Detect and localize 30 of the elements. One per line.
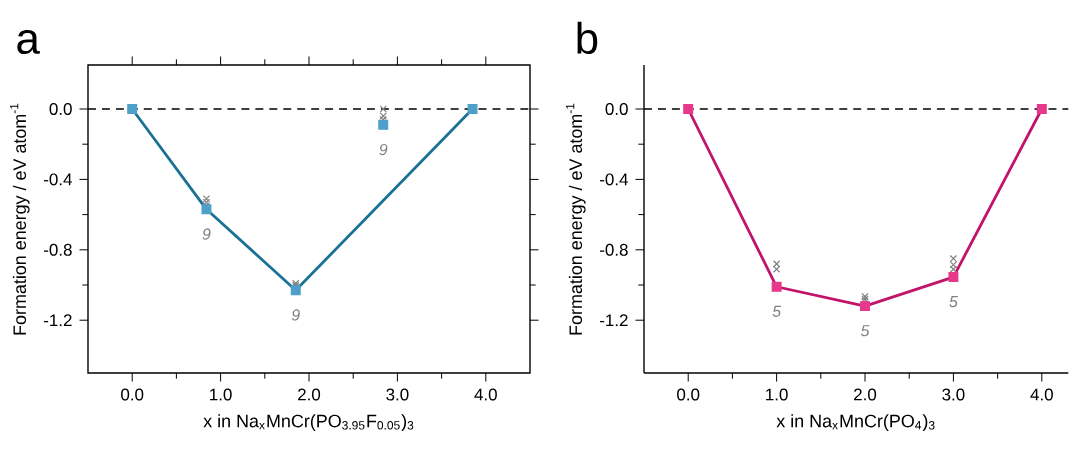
annotation: 5 bbox=[772, 305, 782, 317]
x-axis-title: x in Na$_{x}$MnCr(PO$_{3.95}$F$_{0.05}$)$_{3}$ bbox=[203, 414, 414, 431]
x-tick-label: 2.0 bbox=[854, 388, 877, 401]
x-tick-label: 3.0 bbox=[942, 388, 965, 401]
annotation: 5 bbox=[860, 325, 870, 337]
y-tick-label: -0.4 bbox=[600, 173, 628, 186]
x-tick-label: 2.0 bbox=[298, 388, 321, 401]
annotation: 9 bbox=[379, 143, 388, 156]
y-tick-label: -0.8 bbox=[600, 243, 628, 256]
y-tick-label: -1.2 bbox=[44, 314, 72, 327]
x-tick-label: 3.0 bbox=[386, 388, 409, 401]
x-tick-label: 0.0 bbox=[677, 388, 700, 401]
y-axis-title: Formation energy / eV atom$^{-1}$ bbox=[566, 103, 586, 335]
x-axis-title: x in Na$_{x}$MnCr(PO$_{4}$)$_{3}$ bbox=[776, 414, 935, 431]
y-tick-label: 0.0 bbox=[605, 103, 628, 115]
chart-title: a bbox=[17, 29, 40, 55]
y-axis-title: Formation energy / eV atom$^{-1}$ bbox=[10, 103, 30, 335]
x-tick-label: 0.0 bbox=[121, 388, 144, 401]
chart-title: b bbox=[577, 21, 598, 55]
y-tick-label: -0.4 bbox=[44, 173, 72, 186]
x-tick-label: 4.0 bbox=[1030, 388, 1053, 401]
y-tick-label: 0.0 bbox=[49, 103, 72, 115]
x-tick-label: 4.0 bbox=[474, 388, 497, 401]
annotation: 9 bbox=[202, 228, 211, 240]
y-tick-label: -0.8 bbox=[44, 243, 72, 256]
annotation: 9 bbox=[291, 309, 300, 321]
y-tick-label: -1.2 bbox=[600, 314, 628, 327]
annotation: 5 bbox=[949, 296, 958, 308]
x-tick-label: 1.0 bbox=[766, 388, 788, 401]
x-tick-label: 1.0 bbox=[210, 388, 232, 401]
